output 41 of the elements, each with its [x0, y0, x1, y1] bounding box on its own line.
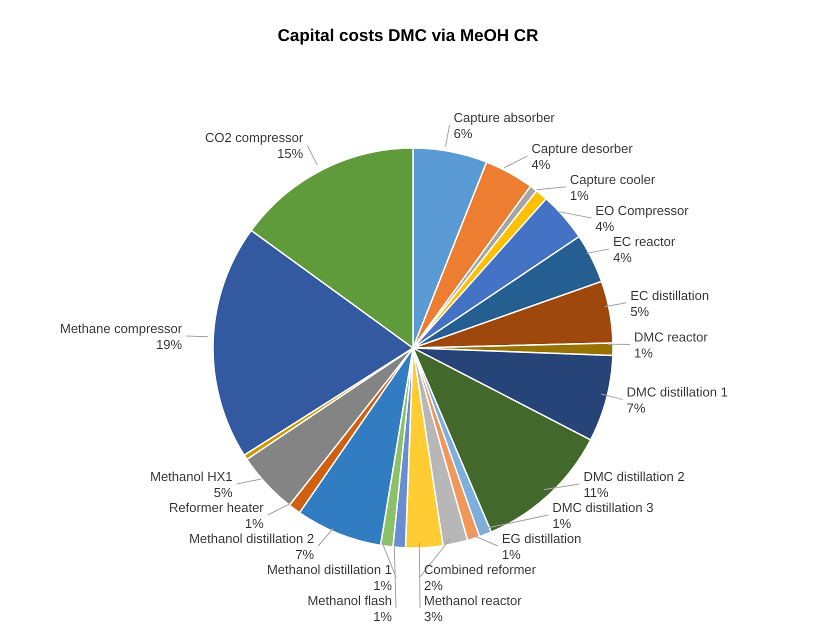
slice-label: Methanol flash — [307, 593, 392, 608]
data-label: 7% — [295, 547, 315, 562]
slice-label: DMC distillation 1 — [626, 384, 728, 400]
slice-label: Methanol HX1 — [150, 469, 233, 484]
slice-label: EC distillation — [630, 288, 710, 303]
slice-label: DMC distillation 2 — [583, 469, 685, 484]
slice-label: Methane compressor — [60, 321, 183, 336]
slice-label: Capture desorber — [532, 140, 634, 156]
slice-label: EO Compressor — [595, 202, 690, 218]
chart-title: Capital costs DMC via MeOH CR — [276, 26, 540, 46]
data-label: 7% — [626, 400, 646, 416]
data-label: 19% — [156, 337, 183, 352]
data-label: 5% — [630, 304, 650, 319]
data-label: 1% — [552, 516, 572, 531]
data-label: 1% — [570, 188, 590, 203]
slice-label: Capture absorber — [454, 110, 556, 125]
data-label: 5% — [214, 485, 233, 500]
data-label: 1% — [373, 578, 392, 593]
slice-label: DMC distillation 3 — [552, 500, 654, 515]
slice-label: EG distillation — [502, 531, 582, 546]
data-label: 4% — [532, 156, 551, 172]
slice-label: Combined reformer — [424, 562, 537, 577]
slice-label: CO2 compressor — [204, 130, 304, 146]
slice-label: EC reactor — [613, 234, 676, 249]
data-label: 3% — [424, 609, 444, 624]
slice-label: Methanol distillation 2 — [189, 531, 314, 546]
data-label: 4% — [595, 218, 615, 234]
data-label: 15% — [277, 146, 304, 162]
data-label: 2% — [424, 578, 444, 593]
data-label: 1% — [373, 609, 392, 624]
data-label: 4% — [613, 250, 632, 265]
slice-label: DMC reactor — [634, 329, 708, 344]
data-label: 1% — [634, 345, 654, 360]
data-label: 6% — [454, 126, 473, 141]
slice-label: Capture cooler — [570, 172, 656, 187]
data-label: 1% — [502, 547, 522, 562]
data-label: 1% — [244, 516, 264, 531]
slice-label: Reformer heater — [168, 500, 264, 515]
slice-label: Methanol distillation 1 — [266, 562, 392, 577]
slice-label: Methanol reactor — [424, 593, 522, 608]
data-label: 11% — [583, 485, 609, 500]
